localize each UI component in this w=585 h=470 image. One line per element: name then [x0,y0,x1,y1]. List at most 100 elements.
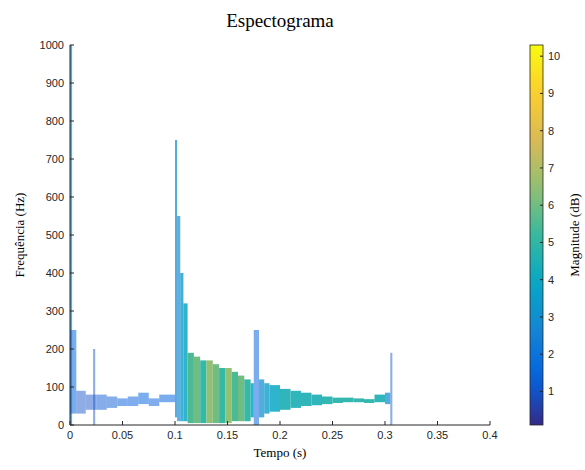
y-tick-label: 600 [46,191,64,203]
cell [188,353,194,423]
cell [343,398,354,403]
cell [213,364,219,423]
cell [244,379,250,421]
colorbar-tick-label: 2 [548,348,554,360]
cell [70,330,76,414]
cell [76,391,85,414]
cell [207,360,213,423]
y-tick [70,197,74,198]
cell [333,398,344,403]
cell [312,395,323,406]
y-tick [70,273,74,274]
x-tick [227,421,228,425]
y-tick-label: 0 [58,419,64,431]
y-tick [70,387,74,388]
title: Espectograma [226,10,334,31]
cell [354,398,365,402]
chart: 00.050.10.150.20.250.30.350.401002003004… [0,0,585,470]
x-tick [490,421,491,425]
y-tick [70,311,74,312]
cell [301,393,312,406]
colorbar-tick [540,56,543,57]
x-tick [437,421,438,425]
colorbar-title: Magnitude (dB) [567,193,582,276]
y-tick [70,349,74,350]
cell [96,395,107,410]
y-tick [70,83,74,84]
colorbar-tick-label: 8 [548,125,554,137]
cell [364,399,375,403]
y-tick-label: 900 [46,77,64,89]
colorbar-tick [540,93,543,94]
cell [159,395,175,403]
colorbar-tick [540,391,543,392]
y-tick-label: 100 [46,381,64,393]
colorbar-tick [540,205,543,206]
cell [232,372,238,421]
x-tick-label: 0 [67,429,73,441]
colorbar-tick-label: 5 [548,236,554,248]
x-tick [385,421,386,425]
colorbar-tick-label: 3 [548,311,554,323]
x-tick-label: 0.25 [322,429,343,441]
cell [194,357,200,424]
cell [385,393,390,404]
cell [175,140,177,417]
x-tick-label: 0.35 [427,429,448,441]
colorbar-tick-label: 9 [548,87,554,99]
x-tick [70,421,71,425]
colorbar-tick [540,279,543,280]
cell [149,398,160,406]
cell [128,397,139,407]
cell [291,391,302,408]
cell [93,349,95,425]
y-tick-label: 1000 [40,39,64,51]
cell [180,273,183,421]
cell [117,398,128,406]
colorbar-tick [540,242,543,243]
x-tick [122,421,123,425]
colorbar [530,45,543,425]
colorbar-tick [540,316,543,317]
cell [322,397,333,405]
colorbar-tick [540,167,543,168]
cell [107,397,118,408]
cell [280,389,291,410]
x-tick-label: 0.1 [167,429,182,441]
x-tick [332,421,333,425]
cell [200,360,206,423]
x-tick [175,421,176,425]
cell [375,395,386,403]
cell [183,303,187,421]
y-axis-title: Frequência (Hz) [12,193,27,278]
colorbar-tick-label: 7 [548,162,554,174]
cells [70,45,392,425]
y-tick [70,159,74,160]
y-tick-label: 700 [46,153,64,165]
cell [270,385,281,412]
colorbar-tick-label: 1 [548,385,554,397]
colorbar-tick-label: 6 [548,199,554,211]
x-tick-label: 0.2 [272,429,287,441]
cell [390,353,392,425]
y-tick [70,45,74,46]
y-tick-label: 200 [46,343,64,355]
x-tick-label: 0.4 [482,429,497,441]
cell [138,393,149,404]
x-tick-label: 0.05 [112,429,133,441]
colorbar-tick-label: 4 [548,274,554,286]
y-tick-label: 300 [46,305,64,317]
y-tick [70,235,74,236]
x-axis-title: Tempo (s) [254,445,307,460]
y-tick-label: 500 [46,229,64,241]
cell [254,330,259,425]
x-tick-label: 0.15 [217,429,238,441]
cell [238,376,244,422]
x-tick [280,421,281,425]
y-tick [70,425,74,426]
y-tick-label: 800 [46,115,64,127]
cell [251,383,254,417]
y-tick-label: 400 [46,267,64,279]
cell [259,379,264,417]
cell [225,368,231,423]
